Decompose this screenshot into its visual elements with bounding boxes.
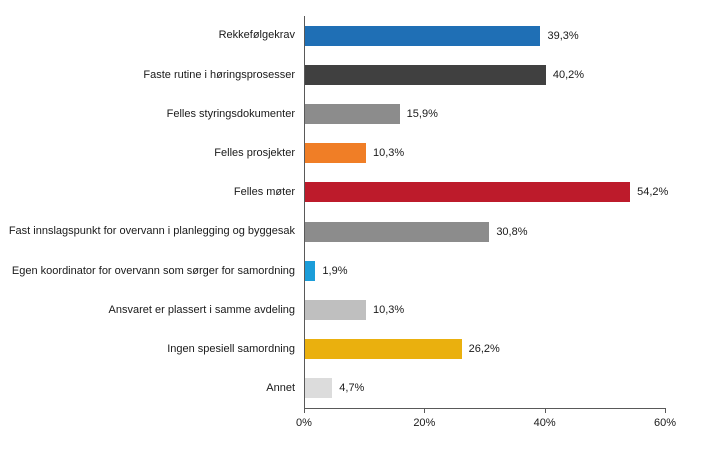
- bar: [304, 182, 631, 203]
- bar: [304, 300, 366, 321]
- x-tick-mark: [544, 409, 546, 413]
- bar-row: Annet 4,7%: [0, 369, 719, 408]
- bars-area: Rekkefølgekrav 39,3% Faste rutine i høring…: [0, 16, 719, 408]
- bar: [304, 221, 490, 242]
- value-label: 10,3%: [372, 147, 405, 160]
- bar: [304, 104, 400, 124]
- value-label: 39,3%: [547, 29, 579, 42]
- x-tick-label: 0%: [296, 417, 312, 429]
- bar-row: Faste rutine i høringsprosesser 40,2%: [0, 55, 719, 94]
- bar-row: Rekkefølgekrav 39,3%: [0, 16, 719, 55]
- bar-track: 4,7%: [304, 369, 665, 408]
- bar-row: Ingen spesiell samordning 26,2%: [0, 330, 719, 369]
- x-axis: 0% 20% 40% 60%: [296, 409, 676, 435]
- x-tick-label: 60%: [653, 417, 677, 429]
- x-tick-mark: [304, 409, 305, 413]
- value-label: 10,3%: [372, 304, 405, 317]
- category-label: Felles styringsdokumenter: [166, 107, 295, 120]
- bar-track: 30,8%: [304, 212, 665, 251]
- x-tick-label: 20%: [413, 417, 436, 429]
- bar-track: 10,3%: [304, 290, 665, 329]
- category-label: Annet: [266, 382, 295, 395]
- bar: [304, 25, 541, 46]
- category-label: Egen koordinator for overvann som sørger…: [11, 264, 295, 277]
- category-label: Felles møter: [233, 186, 295, 199]
- bar-track: 39,3%: [304, 16, 665, 55]
- x-tick-mark: [424, 409, 426, 413]
- bar: [304, 64, 546, 85]
- category-label: Rekkefølgekrav: [218, 29, 295, 42]
- bar-row: Ansvaret er plassert i samme avdeling 10,…: [0, 290, 719, 329]
- category-label: Fast innslagspunkt for overvann i planle…: [8, 225, 295, 238]
- value-label: 54,2%: [637, 186, 669, 199]
- value-label: 26,2%: [468, 343, 500, 356]
- bar-row: Fast innslagspunkt for overvann i planle…: [0, 212, 719, 251]
- value-label: 4,7%: [339, 382, 365, 395]
- bar: [304, 378, 333, 399]
- bar: [304, 143, 366, 164]
- category-label: Ingen spesiell samordning: [167, 343, 295, 356]
- bar: [304, 260, 316, 281]
- bar-track: 10,3%: [304, 134, 665, 173]
- bar-row: Felles prosjekter 10,3%: [0, 134, 719, 173]
- category-label: Ansvaret er plassert i samme avdeling: [108, 303, 295, 316]
- category-label: Felles prosjekter: [214, 147, 295, 160]
- bar-track: 54,2%: [304, 173, 669, 212]
- bar-track: 40,2%: [304, 55, 665, 94]
- bar-track: 15,9%: [304, 94, 665, 133]
- bar-track: 1,9%: [304, 251, 665, 290]
- bar-row: Felles møter 54,2%: [0, 173, 719, 212]
- x-tick-mark: [665, 409, 666, 413]
- value-label: 1,9%: [322, 264, 348, 277]
- bar-track: 26,2%: [304, 330, 665, 369]
- category-label: Faste rutine i høringsprosesser: [143, 68, 295, 81]
- y-axis-line: [304, 16, 305, 408]
- x-tick-label: 40%: [533, 417, 556, 429]
- x-axis-line: [304, 408, 666, 409]
- bar-row: Egen koordinator for overvann som sørger…: [0, 251, 719, 290]
- bar: [304, 339, 462, 360]
- value-label: 30,8%: [496, 225, 528, 238]
- value-label: 40,2%: [552, 68, 585, 81]
- bar-row: Felles styringsdokumenter 15,9%: [0, 94, 719, 133]
- value-label: 15,9%: [406, 108, 438, 120]
